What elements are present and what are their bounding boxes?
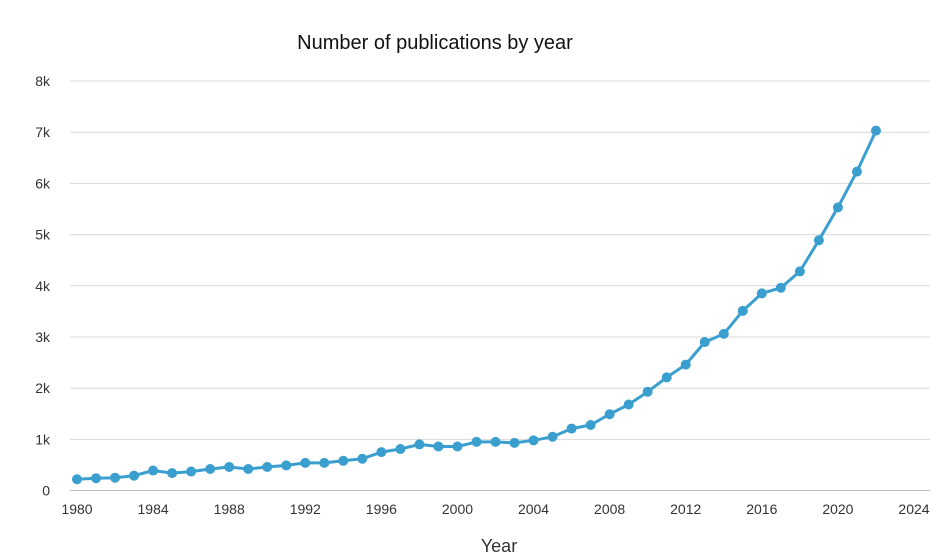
y-tick-label: 6k — [35, 175, 51, 191]
data-point-1993 — [319, 457, 330, 468]
data-point-2003 — [509, 437, 520, 448]
data-point-2008 — [604, 409, 615, 420]
data-point-2004 — [528, 435, 539, 446]
data-point-1986 — [186, 466, 197, 477]
y-axis-ticks: 0 1k 2k 3k 4k 5k 6k 7k 8k — [35, 73, 51, 499]
y-tick-label: 8k — [35, 73, 51, 89]
data-point-1988 — [224, 461, 235, 472]
data-point-2016 — [756, 288, 767, 299]
y-tick-label: 2k — [35, 380, 51, 396]
x-tick-label: 1988 — [214, 501, 245, 517]
data-point-2013 — [699, 337, 710, 348]
x-tick-label: 1996 — [366, 501, 397, 517]
data-point-1987 — [205, 464, 216, 475]
data-point-1983 — [129, 470, 140, 481]
data-point-1997 — [395, 444, 406, 455]
data-point-1991 — [281, 460, 292, 471]
x-tick-label: 2020 — [822, 501, 853, 517]
y-tick-label: 3k — [35, 329, 51, 345]
data-point-1992 — [300, 457, 311, 468]
x-tick-label: 2004 — [518, 501, 549, 517]
data-point-1999 — [433, 441, 444, 452]
x-axis-ticks: 1980 1984 1988 1992 1996 2000 2004 2008 2012 2016… — [61, 501, 929, 517]
data-point-2002 — [490, 436, 501, 447]
chart-title: Number of publications by year — [297, 32, 573, 54]
data-point-2020 — [832, 202, 843, 213]
data-point-2019 — [813, 235, 824, 246]
data-point-2017 — [775, 282, 786, 293]
data-point-2021 — [851, 166, 862, 177]
data-point-2005 — [547, 431, 558, 442]
x-tick-label: 2012 — [670, 501, 701, 517]
data-point-2015 — [737, 305, 748, 316]
x-tick-label: 2016 — [746, 501, 777, 517]
data-point-2009 — [623, 399, 634, 410]
data-point-1996 — [376, 447, 387, 458]
data-point-1989 — [243, 464, 254, 475]
x-axis-label: Year — [481, 536, 517, 556]
data-point-2000 — [452, 441, 463, 452]
gridlines — [70, 80, 930, 440]
y-tick-label: 0 — [42, 483, 50, 499]
data-point-1990 — [262, 461, 273, 472]
data-point-1998 — [414, 439, 425, 450]
y-tick-label: 7k — [35, 124, 51, 140]
data-point-1982 — [110, 472, 121, 483]
data-point-1994 — [338, 455, 349, 466]
x-tick-label: 1984 — [138, 501, 169, 517]
data-point-2011 — [661, 372, 672, 383]
data-point-1985 — [167, 468, 178, 479]
data-point-2006 — [566, 423, 577, 434]
data-point-1995 — [357, 453, 368, 464]
x-tick-label: 2008 — [594, 501, 625, 517]
y-tick-label: 5k — [35, 227, 51, 243]
x-tick-label: 2024 — [898, 501, 929, 517]
data-point-2001 — [471, 436, 482, 447]
data-point-2012 — [680, 359, 691, 370]
data-point-2018 — [794, 266, 805, 277]
data-point-1981 — [91, 473, 102, 484]
series-publications — [72, 125, 881, 485]
data-point-2022 — [870, 125, 881, 136]
data-point-2007 — [585, 419, 596, 430]
data-point-2010 — [642, 386, 653, 397]
y-tick-label: 4k — [35, 278, 51, 294]
data-point-1980 — [72, 474, 82, 485]
data-point-2014 — [718, 328, 729, 339]
x-tick-label: 1992 — [290, 501, 321, 517]
x-tick-label: 2000 — [442, 501, 473, 517]
x-tick-label: 1980 — [61, 501, 92, 517]
data-point-1984 — [148, 465, 159, 476]
y-tick-label: 1k — [35, 431, 51, 447]
